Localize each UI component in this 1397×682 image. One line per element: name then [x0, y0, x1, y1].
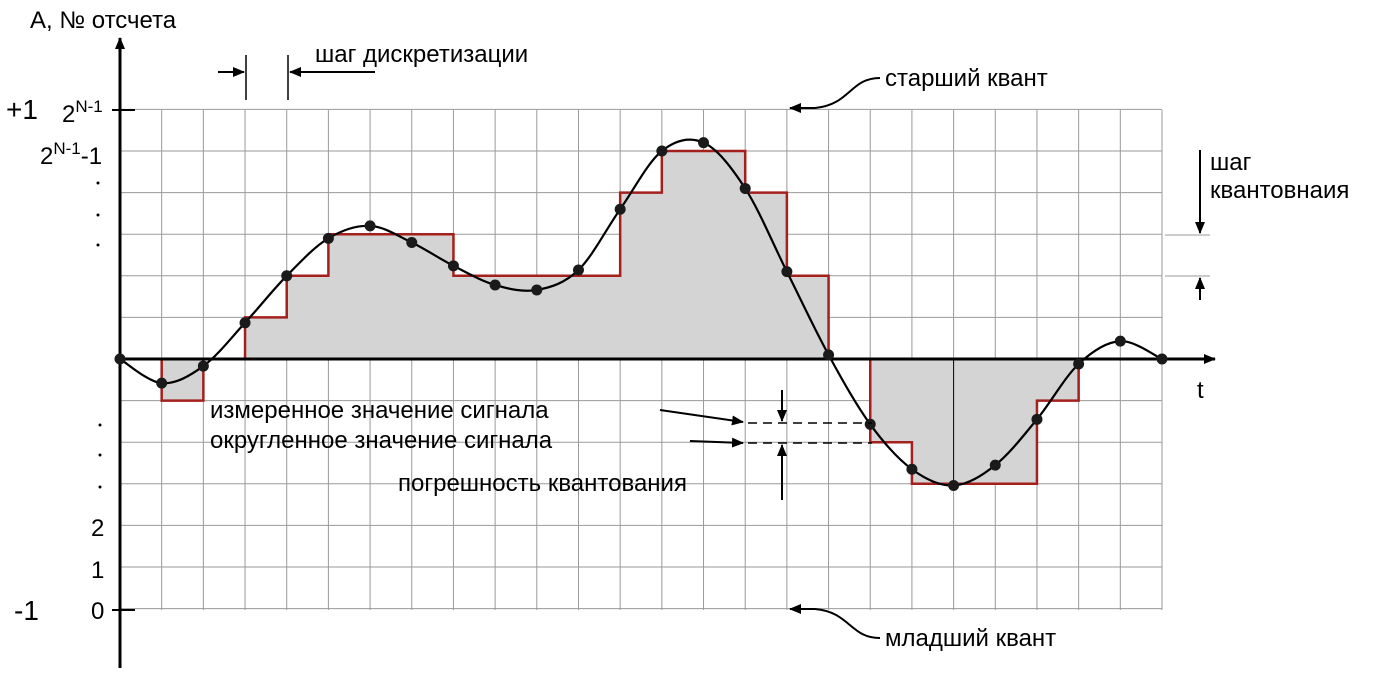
quantized-area [120, 149, 1162, 486]
annotation: измеренное значение сигнала [210, 397, 549, 424]
steps [120, 149, 1162, 486]
sample [197, 360, 209, 372]
level-label: 2N-1-1 [40, 139, 102, 170]
exponent: N-1 [75, 97, 102, 116]
sample [114, 353, 126, 365]
sample [906, 463, 918, 475]
signal [114, 137, 1168, 491]
level-label: +1 [6, 94, 38, 125]
level-label: 0 [91, 598, 104, 625]
sample [1156, 353, 1168, 365]
sample [864, 418, 876, 430]
sample [739, 182, 751, 194]
sample [823, 349, 835, 361]
x-axis-label: t [1197, 377, 1204, 404]
annotation: шаг [1210, 149, 1252, 176]
level-label: 2 [91, 515, 104, 542]
sample [406, 237, 418, 249]
sample [281, 270, 293, 282]
level-label: 2N-1 [62, 97, 103, 128]
annotation: квантовнаия [1210, 177, 1349, 204]
sample [239, 317, 251, 329]
signal-curve [119, 138, 1163, 487]
sample [989, 459, 1001, 471]
sample [447, 260, 459, 272]
sample [364, 220, 376, 232]
sample [781, 266, 793, 278]
annotation: старший квант [885, 65, 1048, 92]
level-label: -1 [14, 595, 39, 626]
annotation: младший квант [885, 625, 1056, 652]
sample [156, 377, 168, 389]
base: 2 [40, 143, 53, 170]
axes [112, 37, 1216, 668]
exponent: N-1 [53, 139, 80, 158]
annotation: округленное значение сигнала [210, 427, 553, 454]
base: 2 [62, 101, 75, 128]
sample [489, 279, 501, 291]
annotation: погрешность квантования [398, 470, 687, 497]
sample [1073, 358, 1085, 370]
ellipsis [96, 181, 102, 489]
sample [531, 284, 543, 296]
y-axis-label: А, № отсчета [30, 7, 177, 34]
sample [698, 137, 710, 149]
level-label: 1 [91, 557, 104, 584]
sample [614, 203, 626, 215]
sample [1031, 413, 1043, 425]
annotation: шаг дискретизации [315, 41, 528, 68]
suffix: -1 [81, 143, 102, 170]
sample [948, 479, 960, 491]
sample [656, 145, 668, 157]
sample [572, 264, 584, 276]
sample [322, 232, 334, 244]
sample [1114, 335, 1126, 347]
